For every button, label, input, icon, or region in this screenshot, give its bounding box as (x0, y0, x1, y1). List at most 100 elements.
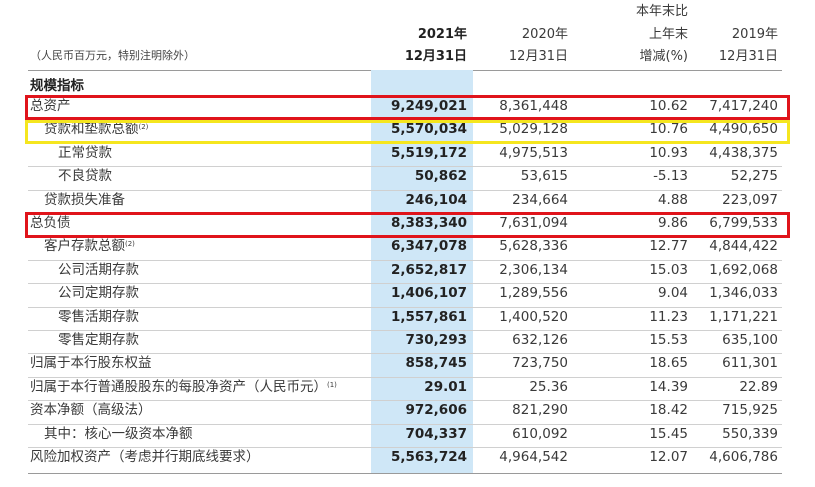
cell-v2021: 1,557,861 (390, 308, 467, 325)
cell-v2020: 25.36 (529, 378, 568, 395)
red-highlight-box-total-liabilities (25, 212, 790, 238)
row-label: 客户存款总额(2) (44, 238, 135, 255)
row-divider (28, 283, 782, 285)
cell-chg: 18.42 (649, 402, 688, 419)
cell-v2020: 723,750 (512, 355, 568, 372)
header-2019-date: 12月31日 (718, 49, 778, 64)
cell-v2020: 7,631,094 (499, 215, 568, 231)
row-divider (28, 330, 782, 331)
cell-v2019: 223,097 (722, 191, 778, 208)
cell-v2020: 5,628,336 (499, 238, 568, 255)
cell-v2020: 1,400,520 (499, 308, 568, 325)
row-label: 零售活期存款 (58, 308, 139, 325)
cell-v2020: 610,092 (512, 425, 568, 442)
cell-v2019: 6,799,533 (709, 215, 778, 231)
row-label: 不良贷款 (58, 168, 112, 185)
red-highlight-box-total-assets (25, 95, 790, 120)
cell-v2021: 6,347,078 (390, 238, 467, 255)
row-label: 总资产 (30, 98, 71, 114)
cell-v2021: 5,519,172 (390, 144, 467, 161)
row-label: 公司活期存款 (58, 261, 139, 278)
cell-v2019: 22.89 (739, 378, 778, 395)
row-divider (28, 400, 782, 402)
cell-v2019: 4,606,786 (709, 449, 778, 465)
row-label: 正常贷款 (58, 144, 112, 161)
header-2021-year: 2021年 (417, 27, 467, 42)
cell-v2019: 4,490,650 (709, 121, 778, 138)
header-rule (28, 70, 371, 71)
cell-v2020: 4,964,542 (499, 449, 568, 465)
cell-chg: -5.13 (653, 168, 688, 185)
header-2020-date: 12月31日 (508, 49, 568, 64)
cell-v2021: 972,606 (405, 402, 468, 419)
cell-v2021: 29.01 (424, 378, 467, 395)
cell-v2021: 8,383,340 (390, 215, 467, 231)
cell-chg: 12.77 (649, 238, 688, 255)
cell-chg: 9.86 (657, 215, 688, 231)
row-label: 归属于本行股东权益 (30, 355, 152, 372)
cell-v2021: 50,862 (414, 168, 467, 185)
cell-v2020: 234,664 (512, 191, 568, 208)
row-divider (28, 353, 782, 355)
cell-v2019: 1,171,221 (709, 308, 778, 325)
cell-v2019: 1,692,068 (709, 261, 778, 278)
unit-note: （人民币百万元，特别注明除外） (30, 49, 195, 62)
cell-v2021: 246,104 (405, 191, 468, 208)
cell-chg: 9.04 (657, 285, 688, 302)
cell-chg: 12.07 (649, 449, 688, 465)
cell-chg: 4.88 (657, 191, 688, 208)
cell-v2020: 821,290 (512, 402, 568, 419)
cell-chg: 15.03 (649, 261, 688, 278)
cell-v2021: 9,249,021 (390, 98, 467, 114)
header-2019-year: 2019年 (731, 27, 778, 42)
cell-chg: 15.53 (649, 332, 688, 348)
cell-v2021: 704,337 (405, 425, 468, 442)
cell-chg: 10.93 (649, 144, 688, 161)
highlighted-2021-column (371, 70, 473, 474)
header-change-line2: 上年末 (648, 27, 688, 42)
row-divider (28, 259, 782, 261)
cell-chg: 14.39 (649, 378, 688, 395)
row-label: 零售定期存款 (58, 332, 139, 348)
header-change-line3: 增减(%) (639, 49, 689, 64)
header-rule (473, 70, 782, 71)
row-label: 归属于本行普通股股东的每股净资产（人民币元）(1) (30, 378, 337, 395)
row-label: 公司定期存款 (58, 285, 139, 302)
cell-v2021: 2,652,817 (390, 261, 467, 278)
cell-v2020: 632,126 (512, 332, 568, 348)
row-divider (28, 376, 782, 378)
cell-chg: 15.45 (649, 425, 688, 442)
cell-v2020: 5,029,128 (499, 121, 568, 138)
row-label: 贷款和垫款总额(2) (44, 121, 149, 138)
cell-v2020: 8,361,448 (499, 98, 568, 114)
cell-v2021: 858,745 (405, 355, 468, 372)
cell-v2020: 53,615 (520, 168, 568, 185)
cell-v2021: 5,570,034 (390, 121, 467, 138)
section-title: 规模指标 (30, 78, 84, 94)
row-divider (28, 306, 782, 308)
cell-v2019: 52,275 (730, 168, 778, 185)
cell-v2021: 1,406,107 (390, 285, 467, 302)
row-label: 总负债 (30, 215, 71, 231)
row-divider (28, 447, 782, 448)
cell-v2021: 5,563,724 (390, 449, 467, 465)
cell-v2021: 730,293 (405, 332, 468, 348)
cell-v2019: 635,100 (722, 332, 778, 348)
row-label: 风险加权资产（考虑并行期底线要求） (30, 449, 260, 465)
row-divider (28, 423, 782, 425)
cell-v2020: 2,306,134 (499, 261, 568, 278)
cell-chg: 18.65 (649, 355, 688, 372)
cell-chg: 10.76 (649, 121, 688, 138)
row-label: 贷款损失准备 (44, 191, 125, 208)
cell-v2019: 715,925 (722, 402, 778, 419)
cell-v2019: 550,339 (722, 425, 778, 442)
row-label: 其中：核心一级资本净额 (44, 425, 193, 442)
row-divider (28, 189, 782, 191)
header-change-line1: 本年末比 (635, 4, 688, 19)
cell-v2020: 1,289,556 (499, 285, 568, 302)
cell-v2020: 4,975,513 (499, 144, 568, 161)
cell-chg: 10.62 (649, 98, 688, 114)
cell-v2019: 611,301 (722, 355, 778, 372)
cell-v2019: 4,844,422 (709, 238, 778, 255)
header-2020-year: 2020年 (521, 27, 568, 42)
